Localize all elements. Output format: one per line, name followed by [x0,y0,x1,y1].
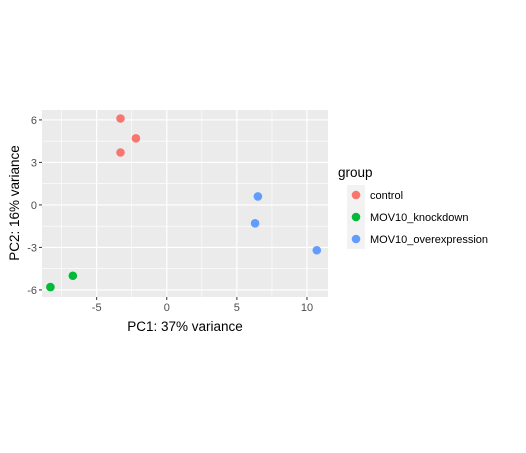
x-tick-label: 0 [164,302,170,314]
legend: group control MOV10_knockdown MOV10_overex… [338,165,488,249]
legend-key-mov10-overexpression [351,234,361,244]
x-tick-label: -5 [92,302,102,314]
y-tick-label: -3 [27,242,37,254]
legend-items: control MOV10_knockdown MOV10_overexpressi… [347,185,488,249]
data-point-mov10-overexpression [250,219,260,228]
x-axis-label: PC1: 37% variance [127,319,243,334]
y-tick-label: -6 [27,285,37,297]
data-point-control [116,114,125,123]
data-point-mov10-knockdown [46,282,55,292]
legend-label: control [370,190,403,202]
y-tick-label: 3 [31,157,37,169]
x-axis-ticks: -5 0 5 10 [92,297,313,314]
grid-major [42,110,328,297]
grid-minor [42,110,328,297]
data-point-control [131,134,141,143]
data-point-mov10-overexpression [253,192,263,201]
y-axis-ticks: -6 -3 0 3 6 [27,115,42,297]
data-points [46,114,322,292]
x-tick-label: 5 [234,302,240,314]
y-tick-label: 0 [31,200,37,212]
legend-key-mov10-knockdown [351,212,361,222]
y-axis-label: PC2: 16% variance [7,145,22,261]
legend-key-control [351,190,361,200]
data-point-mov10-overexpression [312,245,322,255]
x-tick-label: 10 [301,302,313,314]
data-point-mov10-knockdown [68,271,78,281]
legend-label: MOV10_overexpression [370,234,488,246]
y-tick-label: 6 [31,115,37,127]
legend-label: MOV10_knockdown [370,212,468,224]
data-point-control [116,148,125,157]
legend-title: group [338,165,373,180]
